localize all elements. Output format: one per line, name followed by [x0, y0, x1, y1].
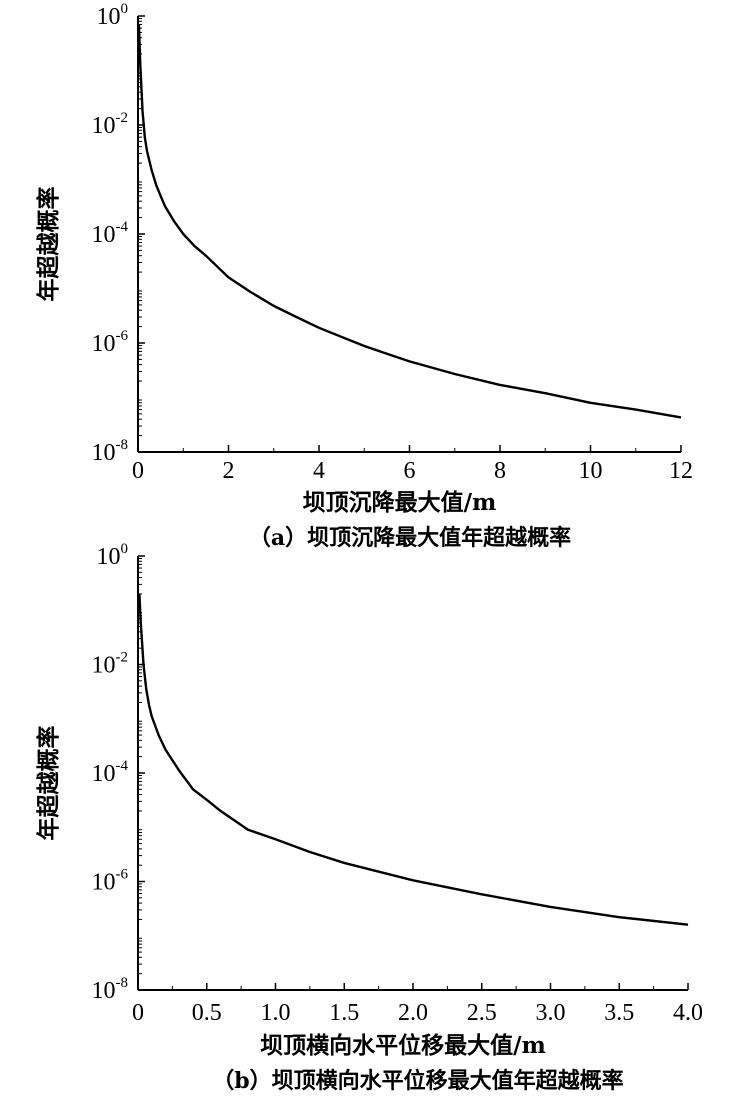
- figure-caption: （b）坝顶横向水平位移最大值年超越概率: [212, 1068, 623, 1094]
- y-tick-exponent: -4: [116, 219, 129, 235]
- y-tick-label: 10-2: [92, 650, 129, 679]
- y-tick-label: 10-6: [92, 867, 129, 896]
- x-tick-label: 2.5: [467, 1000, 497, 1026]
- y-tick-exponent: 0: [121, 1, 129, 17]
- x-tick-label: 1.5: [329, 1000, 359, 1026]
- y-tick-base: 10: [92, 870, 116, 896]
- y-tick-base: 10: [92, 113, 116, 139]
- series-line: [138, 593, 689, 926]
- y-tick-base: 10: [97, 4, 121, 30]
- x-tick-label: 1.0: [261, 1000, 291, 1026]
- y-tick-label: 10-8: [92, 975, 129, 1004]
- y-tick-label: 10-8: [92, 437, 129, 466]
- x-tick-label: 4.0: [673, 1000, 703, 1026]
- y-tick-exponent: -4: [116, 758, 129, 774]
- x-tick-label: 10: [579, 458, 603, 484]
- x-tick-label: 2: [223, 458, 235, 484]
- y-tick-base: 10: [97, 544, 121, 570]
- y-tick-exponent: 0: [121, 541, 129, 557]
- y-tick-base: 10: [92, 978, 116, 1004]
- x-tick-label: 3.0: [536, 1000, 566, 1026]
- x-tick-label: 6: [404, 458, 416, 484]
- x-axis-label: 坝顶横向水平位移最大值/m: [260, 1032, 546, 1059]
- y-tick-exponent: -6: [116, 867, 129, 883]
- y-tick-base: 10: [92, 653, 116, 679]
- x-tick-label: 0: [132, 458, 144, 484]
- y-tick-base: 10: [92, 440, 116, 466]
- y-tick-base: 10: [92, 761, 116, 787]
- y-tick-exponent: -8: [116, 975, 129, 991]
- x-tick-label: 2.0: [398, 1000, 428, 1026]
- y-axis-label: 年超越概率: [35, 726, 62, 841]
- y-tick-label: 10-4: [92, 219, 129, 248]
- y-tick-exponent: -8: [116, 437, 129, 453]
- x-tick-label: 4: [313, 458, 325, 484]
- x-axis-label: 坝顶沉降最大值/m: [303, 489, 497, 516]
- x-tick-label: 8: [494, 458, 506, 484]
- y-tick-base: 10: [92, 222, 116, 248]
- x-tick-label: 0: [132, 1000, 144, 1026]
- y-tick-label: 10-4: [92, 758, 129, 787]
- y-tick-exponent: -2: [116, 110, 129, 126]
- y-tick-exponent: -2: [116, 650, 129, 666]
- y-tick-label: 100: [97, 541, 129, 570]
- figure-caption: （a）坝顶沉降最大值年超越概率: [249, 525, 571, 551]
- x-tick-label: 3.5: [604, 1000, 634, 1026]
- y-tick-base: 10: [92, 331, 116, 357]
- y-tick-label: 10-6: [92, 328, 129, 357]
- series-line: [137, 24, 682, 419]
- y-tick-exponent: -6: [116, 328, 129, 344]
- y-tick-label: 100: [97, 1, 129, 30]
- x-tick-label: 0.5: [192, 1000, 222, 1026]
- y-tick-label: 10-2: [92, 110, 129, 139]
- x-tick-label: 12: [669, 458, 693, 484]
- y-axis-label: 年超越概率: [35, 187, 62, 302]
